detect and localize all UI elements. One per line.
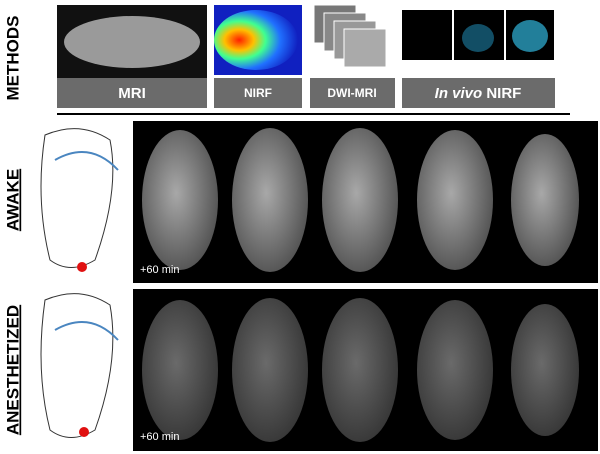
methods-label: METHODS [3, 16, 22, 101]
time-label: +60 min [140, 264, 179, 276]
method-label: In vivo NIRF [435, 85, 522, 102]
method-label: DWI-MRI [327, 86, 376, 100]
label-bar [57, 78, 207, 108]
injection-site [77, 262, 87, 272]
nirf-heatmap [214, 10, 298, 70]
row-label: ANESTHETIZED [3, 305, 22, 435]
row-label: AWAKE [3, 169, 22, 231]
method-label: MRI [118, 85, 146, 102]
time-label: +60 min [140, 431, 179, 443]
dwi-stack [313, 4, 387, 68]
mri-brain [64, 16, 200, 68]
schematic [40, 128, 119, 438]
awake-slices [142, 128, 579, 272]
anesthetized-slices [142, 298, 579, 442]
invivo-nirf-images [402, 10, 554, 60]
method-label-rest: NIRF [486, 85, 521, 102]
method-label: NIRF [244, 86, 272, 100]
label-bar [402, 78, 555, 108]
label-bar [214, 78, 302, 108]
method-label-italic: In vivo [435, 85, 483, 102]
label-bar [310, 78, 395, 108]
injection-site [79, 427, 89, 437]
